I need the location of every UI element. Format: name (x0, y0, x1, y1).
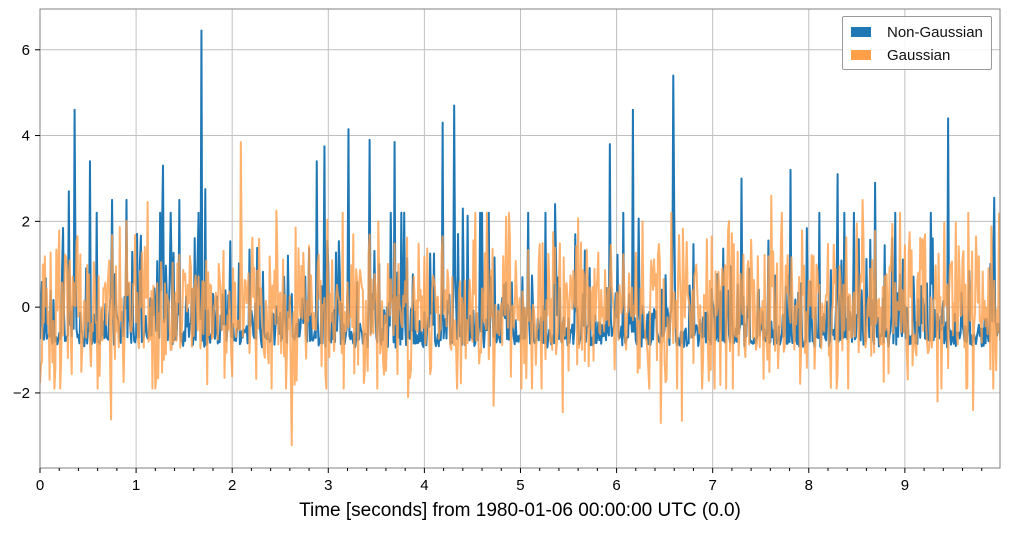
legend-swatch-non-gaussian-icon (851, 27, 871, 37)
x-axis-ticks: 0 1 2 3 4 5 6 7 8 9 (36, 468, 983, 494)
grid-lines (39, 9, 1000, 468)
y-tick-label: 2 (22, 213, 30, 230)
x-tick-label: 0 (36, 477, 44, 494)
x-tick-label: 9 (901, 477, 909, 494)
x-tick-label: 1 (132, 477, 140, 494)
y-tick-label: 6 (22, 42, 30, 59)
y-axis-ticks: −2 0 2 4 6 (13, 42, 40, 402)
x-tick-label: 3 (324, 477, 332, 494)
legend-item-non-gaussian: Non-Gaussian (851, 22, 983, 42)
legend-item-gaussian: Gaussian (851, 45, 950, 65)
x-tick-label: 8 (805, 477, 813, 494)
y-tick-label: 4 (22, 128, 30, 145)
x-axis-label: Time [seconds] from 1980-01-06 00:00:00 … (299, 500, 741, 521)
x-tick-label: 4 (420, 477, 428, 494)
legend-swatch-gaussian-icon (851, 50, 871, 60)
legend-label: Gaussian (887, 46, 951, 64)
y-tick-label: 0 (22, 299, 30, 316)
x-tick-label: 6 (612, 477, 620, 494)
legend: Non-Gaussian Gaussian (842, 16, 992, 70)
x-tick-label: 2 (228, 477, 236, 494)
y-tick-label: −2 (13, 385, 30, 402)
x-tick-label: 5 (516, 477, 524, 494)
series-gaussian-line (40, 140, 1000, 447)
x-tick-label: 7 (709, 477, 717, 494)
legend-label: Non-Gaussian (887, 23, 983, 41)
